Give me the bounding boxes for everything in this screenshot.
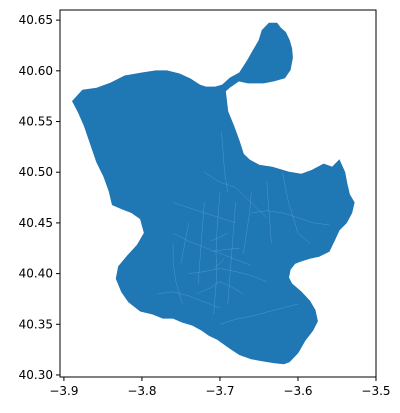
axes-frame (59, 9, 377, 378)
district-boundary-line (221, 131, 229, 193)
x-tick-label: −3.8 (127, 384, 156, 398)
madrid-municipality-shape (72, 22, 355, 365)
district-boundary-line (251, 210, 330, 226)
district-boundary-line (227, 202, 236, 305)
x-tick-label: −3.9 (49, 384, 78, 398)
district-boundary-line (282, 172, 310, 244)
district-boundary-line (197, 202, 205, 284)
y-axis: 40.30 40.35 40.40 40.45 40.50 40.55 40.60 40.65 (19, 13, 60, 382)
y-tick-label: 40.30 (19, 368, 53, 382)
district-boundary-line (172, 243, 183, 305)
district-boundary-line (213, 258, 225, 269)
district-boundary-line (243, 192, 252, 254)
map-layer (72, 22, 355, 365)
district-boundary-line (213, 192, 221, 315)
y-tick-label: 40.45 (19, 216, 53, 230)
district-boundary-line (212, 247, 240, 252)
y-tick-label: 40.50 (19, 165, 53, 179)
x-tick-label: −3.5 (361, 384, 390, 398)
district-boundary-line (266, 182, 272, 244)
y-tick-label: 40.40 (19, 267, 53, 281)
y-tick-label: 40.35 (19, 317, 53, 331)
district-boundary-line (188, 268, 267, 282)
district-boundary-line (172, 232, 252, 266)
y-tick-label: 40.65 (19, 13, 53, 27)
y-tick-label: 40.55 (19, 115, 53, 129)
district-boundary-line (210, 232, 228, 242)
district-boundary-line (204, 171, 267, 218)
district-boundary-line (157, 291, 221, 309)
district-boundary-line (173, 202, 236, 224)
x-tick-label: −3.6 (283, 384, 312, 398)
district-boundary-line (196, 281, 244, 295)
district-boundary-line (219, 303, 299, 325)
x-axis: −3.9 −3.8 −3.7 −3.6 −3.5 (49, 377, 391, 398)
y-tick-label: 40.60 (19, 64, 53, 78)
district-boundary-line (180, 222, 189, 264)
district-boundaries (157, 131, 330, 325)
x-tick-label: −3.7 (205, 384, 234, 398)
